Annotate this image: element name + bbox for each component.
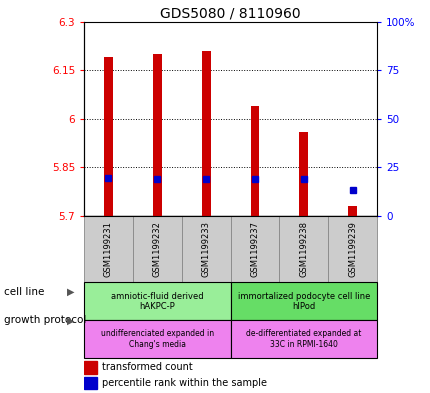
Text: GSM1199237: GSM1199237 bbox=[250, 221, 259, 277]
Title: GDS5080 / 8110960: GDS5080 / 8110960 bbox=[160, 6, 300, 20]
Text: immortalized podocyte cell line
hIPod: immortalized podocyte cell line hIPod bbox=[237, 292, 369, 311]
Bar bbox=[153, 54, 161, 216]
Bar bbox=[250, 106, 259, 216]
Text: undifferenciated expanded in
Chang's media: undifferenciated expanded in Chang's med… bbox=[101, 329, 213, 349]
Bar bbox=[299, 132, 307, 216]
Bar bbox=[84, 376, 97, 389]
Bar bbox=[230, 283, 376, 320]
Bar bbox=[328, 216, 376, 283]
Bar bbox=[132, 216, 181, 283]
Text: GSM1199239: GSM1199239 bbox=[347, 221, 356, 277]
Text: GSM1199231: GSM1199231 bbox=[104, 221, 113, 277]
Bar bbox=[181, 216, 230, 283]
Bar bbox=[279, 216, 328, 283]
Text: de-differentiated expanded at
33C in RPMI-1640: de-differentiated expanded at 33C in RPM… bbox=[246, 329, 361, 349]
Bar bbox=[230, 216, 279, 283]
Text: percentile rank within the sample: percentile rank within the sample bbox=[101, 378, 266, 388]
Text: amniotic-fluid derived
hAKPC-P: amniotic-fluid derived hAKPC-P bbox=[111, 292, 203, 311]
Text: ▶: ▶ bbox=[67, 315, 75, 325]
Text: transformed count: transformed count bbox=[101, 362, 192, 372]
Text: ▶: ▶ bbox=[67, 286, 75, 297]
Bar bbox=[84, 283, 230, 320]
Text: cell line: cell line bbox=[4, 286, 45, 297]
Text: GSM1199238: GSM1199238 bbox=[299, 221, 307, 277]
Bar bbox=[84, 216, 132, 283]
Text: GSM1199233: GSM1199233 bbox=[201, 221, 210, 277]
Bar bbox=[84, 320, 230, 358]
Text: growth protocol: growth protocol bbox=[4, 315, 86, 325]
Bar bbox=[347, 206, 356, 216]
Text: GSM1199232: GSM1199232 bbox=[153, 221, 161, 277]
Bar bbox=[230, 320, 376, 358]
Bar bbox=[201, 51, 210, 216]
Bar bbox=[104, 57, 113, 216]
Bar bbox=[84, 361, 97, 374]
